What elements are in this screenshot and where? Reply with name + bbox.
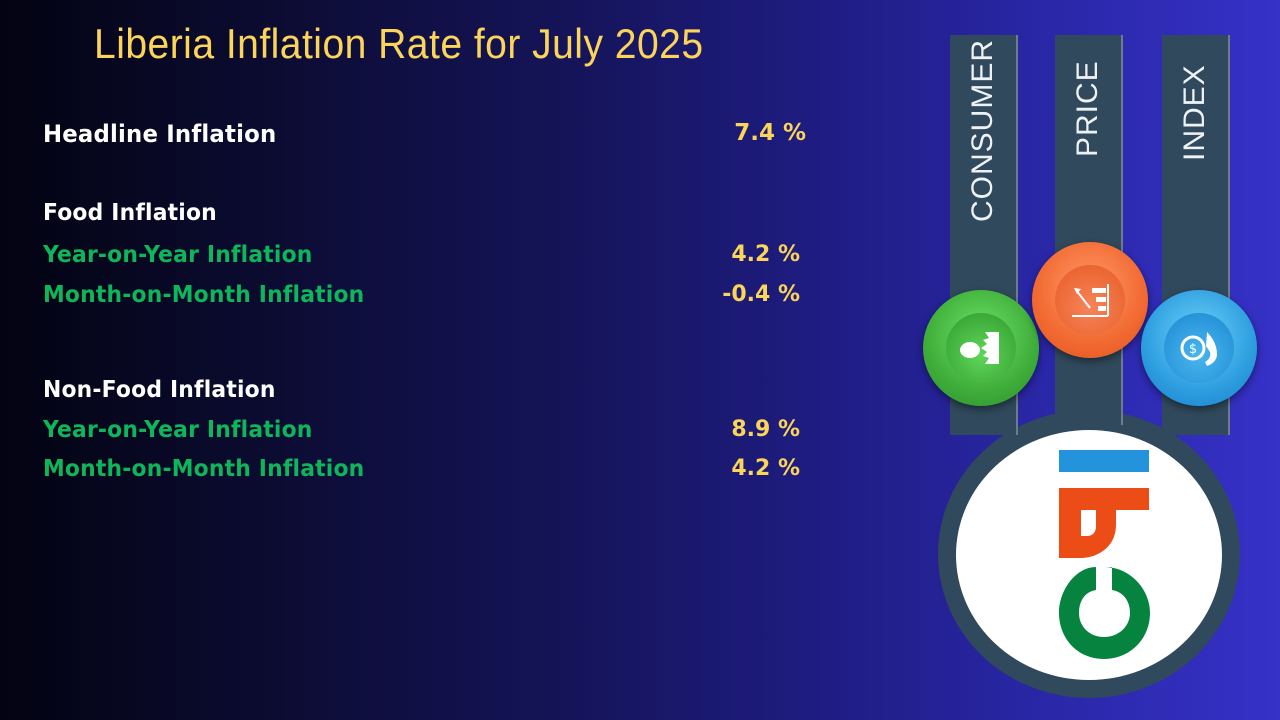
- cpi-logo-ring: [938, 410, 1240, 698]
- bar-consumer-label: CONSUMER: [966, 38, 999, 222]
- food-yoy-row: Year-on-Year Inflation 4.2 %: [43, 242, 800, 274]
- food-inflation-heading-row: Food Inflation: [43, 200, 800, 232]
- consumer-medal: [923, 290, 1039, 406]
- nonfood-yoy-row: Year-on-Year Inflation 8.9 %: [43, 417, 800, 449]
- food-yoy-label: Year-on-Year Inflation: [43, 242, 313, 268]
- food-yoy-value: 4.2 %: [731, 242, 800, 267]
- nonfood-mom-label: Month-on-Month Inflation: [43, 456, 365, 482]
- food-inflation-heading: Food Inflation: [43, 200, 217, 226]
- price-chart-icon: [1072, 284, 1109, 317]
- bar-price-label: PRICE: [1071, 60, 1104, 157]
- nonfood-mom-value: 4.2 %: [731, 456, 800, 481]
- page-title: Liberia Inflation Rate for July 2025: [94, 20, 704, 67]
- headline-inflation-row: Headline Inflation 7.4 %: [43, 120, 806, 152]
- nonfood-mom-row: Month-on-Month Inflation 4.2 %: [43, 456, 800, 488]
- cpi-logo-circle: [956, 430, 1222, 680]
- food-mom-value: -0.4 %: [722, 282, 800, 307]
- nonfood-yoy-value: 8.9 %: [731, 417, 800, 442]
- cpi-logo-icon: [1059, 450, 1150, 659]
- cpi-graphic: CONSUMER PRICE INDEX: [920, 30, 1260, 710]
- svg-text:$: $: [1189, 342, 1197, 357]
- bar-price: PRICE: [1055, 35, 1121, 425]
- bar-index-label: INDEX: [1178, 64, 1211, 161]
- nonfood-inflation-heading-row: Non-Food Inflation: [43, 377, 800, 409]
- index-medal: $: [1141, 290, 1257, 406]
- consumer-icon: [960, 332, 999, 364]
- price-medal: [1032, 242, 1148, 358]
- headline-inflation-label: Headline Inflation: [43, 120, 277, 148]
- food-mom-label: Month-on-Month Inflation: [43, 282, 365, 308]
- nonfood-inflation-heading: Non-Food Inflation: [43, 377, 276, 403]
- nonfood-yoy-label: Year-on-Year Inflation: [43, 417, 313, 443]
- headline-inflation-value: 7.4 %: [734, 120, 806, 146]
- food-mom-row: Month-on-Month Inflation -0.4 %: [43, 282, 800, 314]
- money-hand-icon: $: [1180, 332, 1217, 366]
